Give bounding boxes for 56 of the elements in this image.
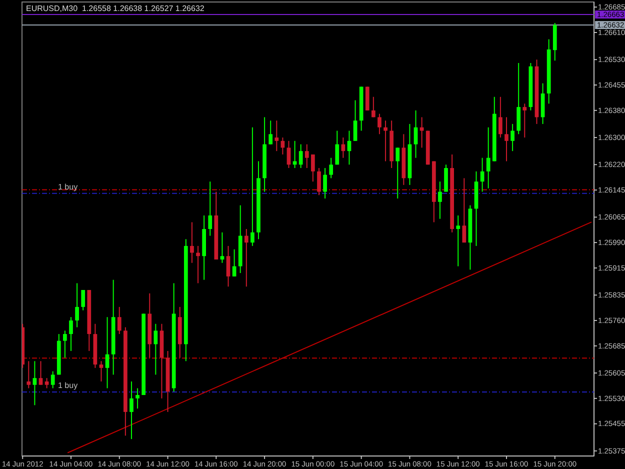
candlestick — [323, 168, 327, 200]
candlestick — [341, 137, 346, 158]
candlestick — [81, 289, 86, 311]
candlestick — [268, 120, 273, 145]
candlestick — [510, 123, 514, 152]
candlestick — [226, 245, 230, 288]
candlestick — [196, 245, 200, 284]
candlestick — [274, 120, 279, 152]
candlestick — [244, 228, 248, 288]
candlestick — [304, 144, 309, 169]
candlestick — [384, 120, 388, 162]
candlestick — [516, 62, 521, 135]
ref-line-label: 1 buy — [58, 380, 78, 390]
candlestick — [99, 360, 104, 382]
candlestick — [63, 330, 67, 358]
candlestick — [456, 214, 460, 267]
candlestick — [522, 103, 527, 138]
candlestick — [136, 388, 140, 410]
candlestick — [335, 130, 340, 166]
candlestick — [444, 164, 448, 192]
candlestick — [504, 116, 508, 162]
candlestick — [414, 110, 418, 158]
candlestick — [75, 282, 79, 328]
candlestick — [32, 360, 37, 406]
candlestick — [462, 178, 466, 244]
candlestick — [286, 140, 291, 169]
candlestick — [365, 86, 370, 111]
candlestick — [208, 181, 212, 236]
candlestick — [220, 232, 224, 264]
candlestick — [292, 140, 297, 169]
candlestick — [69, 316, 73, 352]
candlestick — [486, 126, 490, 189]
candlestick — [298, 144, 303, 169]
candlestick — [26, 360, 31, 389]
candlestick — [105, 316, 110, 389]
candlestick — [371, 96, 376, 118]
candlestick — [130, 380, 134, 440]
candlestick — [540, 82, 545, 124]
candlestick — [311, 154, 315, 182]
candlestick — [117, 306, 122, 335]
ref-line-label: 1 buy — [58, 182, 78, 192]
candlestick — [154, 323, 158, 376]
candlestick — [38, 360, 43, 386]
candlestick — [50, 370, 55, 389]
candlestick — [396, 147, 400, 200]
chart-title: EURUSD,M30 1.26558 1.26638 1.26527 1.26632 — [26, 4, 205, 13]
candlestick — [378, 113, 382, 135]
candlestick — [498, 96, 502, 138]
candlestick — [317, 168, 321, 196]
candlestick — [420, 116, 424, 148]
candlestick — [353, 100, 358, 142]
candlestick — [44, 378, 49, 389]
candlestick — [190, 222, 194, 264]
candlestick — [438, 181, 442, 220]
candlestick — [250, 126, 254, 246]
candlestick — [329, 157, 334, 179]
